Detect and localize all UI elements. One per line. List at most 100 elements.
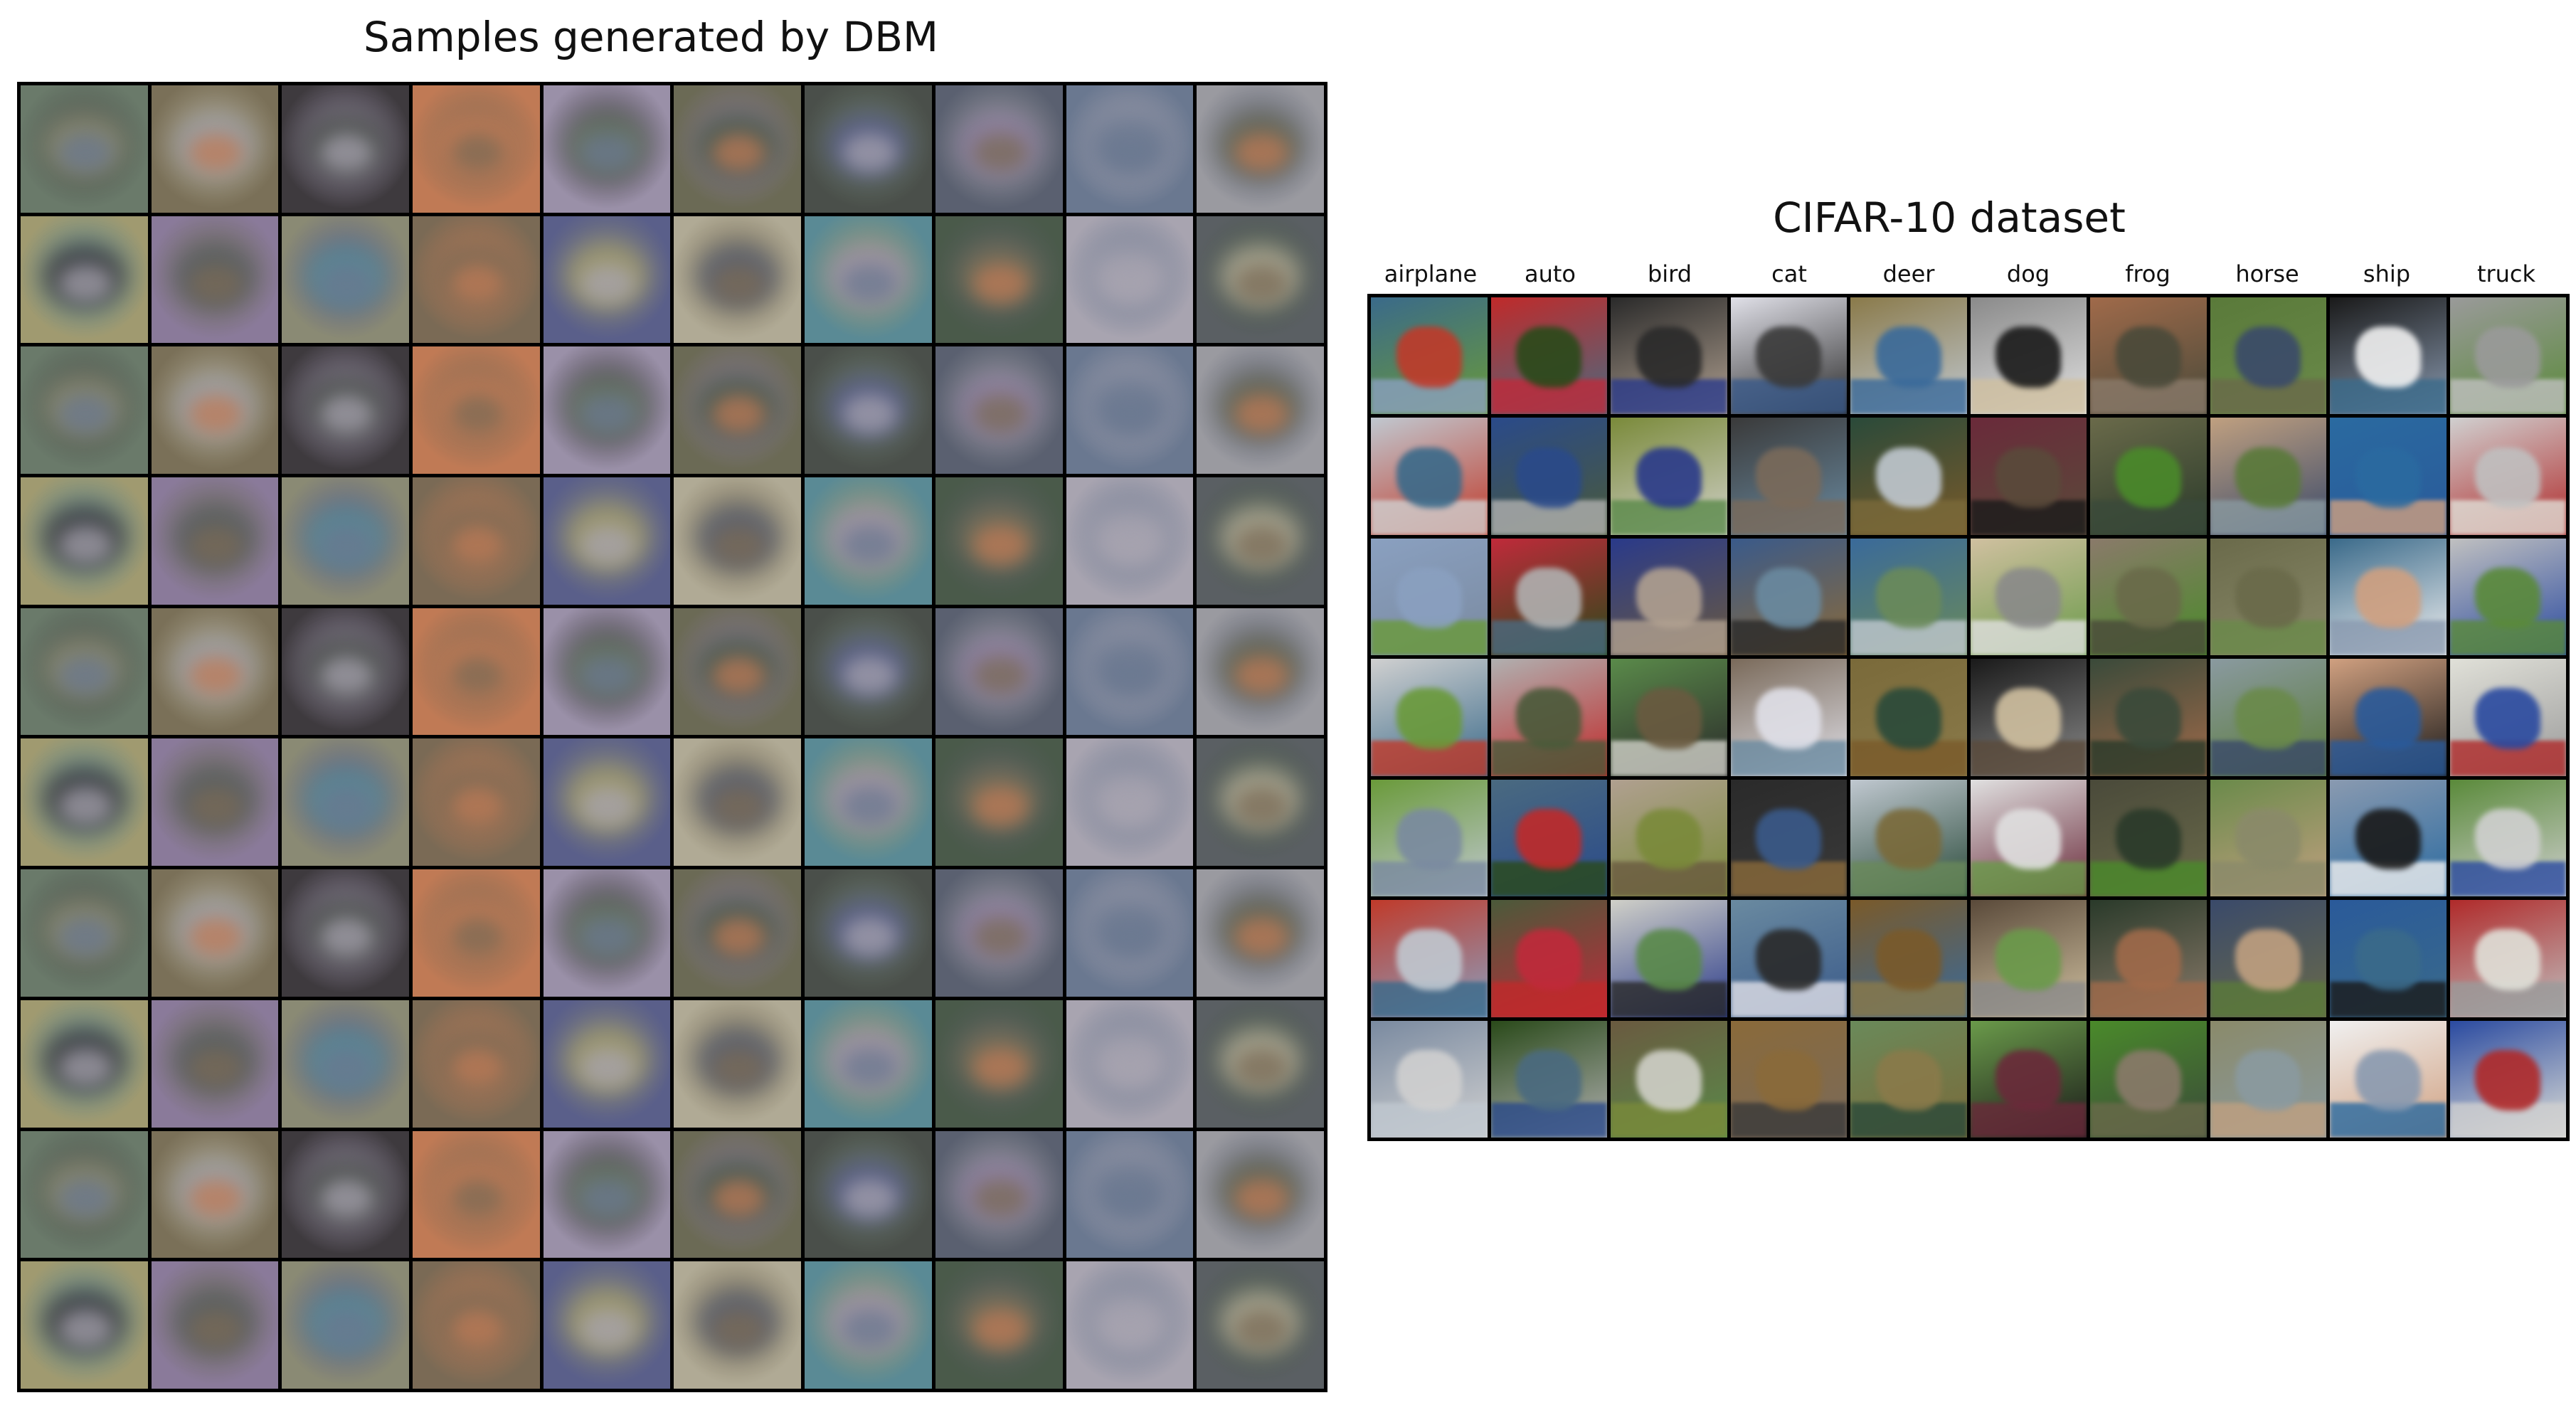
horse-image	[2210, 418, 2326, 535]
class-label-cat: cat	[1771, 260, 1807, 287]
dbm-sample-image	[935, 85, 1063, 213]
airplane-image	[1371, 418, 1488, 535]
bird-image	[1611, 297, 1727, 415]
dbm-sample-image	[21, 608, 148, 736]
bird-image	[1611, 659, 1727, 776]
dbm-sample-image	[1197, 869, 1324, 997]
dog-image	[1970, 779, 2087, 897]
dbm-sample-image	[21, 869, 148, 997]
class-label-row: airplane auto bird cat deer dog frog horse ship t…	[1367, 260, 2570, 287]
class-label-auto: auto	[1524, 260, 1576, 287]
dbm-sample-image	[151, 477, 279, 605]
dbm-sample-image	[805, 1130, 932, 1258]
dbm-sample-image	[935, 216, 1063, 344]
dbm-sample-image	[543, 85, 671, 213]
dbm-sample-image	[674, 477, 802, 605]
auto-image	[1490, 538, 1607, 656]
deer-image	[1850, 659, 1967, 776]
dbm-sample-image	[151, 1261, 279, 1389]
dbm-sample-image	[1066, 477, 1194, 605]
dbm-sample-image	[805, 1000, 932, 1128]
auto-image	[1490, 297, 1607, 415]
dbm-sample-image	[674, 1130, 802, 1258]
bird-image	[1611, 900, 1727, 1017]
frog-image	[2090, 418, 2207, 535]
auto-image	[1490, 418, 1607, 535]
dbm-samples-grid	[17, 82, 1327, 1392]
dbm-sample-image	[151, 1000, 279, 1128]
dbm-sample-image	[1197, 216, 1324, 344]
dbm-sample-image	[1066, 738, 1194, 867]
dbm-sample-image	[413, 1000, 540, 1128]
ship-image	[2330, 779, 2447, 897]
dbm-sample-image	[282, 1130, 410, 1258]
dbm-sample-image	[674, 869, 802, 997]
cat-image	[1730, 538, 1847, 656]
dbm-sample-image	[674, 1000, 802, 1128]
cat-image	[1730, 779, 1847, 897]
dbm-sample-image	[805, 216, 932, 344]
dog-image	[1970, 538, 2087, 656]
dbm-sample-image	[674, 738, 802, 867]
truck-image	[2449, 900, 2566, 1017]
dbm-sample-image	[282, 608, 410, 736]
dbm-sample-image	[413, 869, 540, 997]
dbm-sample-image	[21, 1261, 148, 1389]
dbm-sample-image	[413, 477, 540, 605]
dbm-sample-image	[1197, 85, 1324, 213]
dbm-sample-image	[282, 1000, 410, 1128]
truck-image	[2449, 779, 2566, 897]
dbm-sample-image	[805, 346, 932, 475]
horse-image	[2210, 900, 2326, 1017]
dbm-sample-image	[151, 216, 279, 344]
cat-image	[1730, 659, 1847, 776]
bird-image	[1611, 538, 1727, 656]
frog-image	[2090, 659, 2207, 776]
dbm-sample-image	[282, 738, 410, 867]
dbm-sample-image	[674, 608, 802, 736]
class-label-bird: bird	[1647, 260, 1692, 287]
deer-image	[1850, 900, 1967, 1017]
dbm-sample-image	[935, 1261, 1063, 1389]
auto-image	[1490, 659, 1607, 776]
dbm-sample-image	[21, 1130, 148, 1258]
dbm-sample-image	[935, 1130, 1063, 1258]
dbm-sample-image	[413, 85, 540, 213]
dbm-sample-image	[151, 608, 279, 736]
dbm-sample-image	[935, 1000, 1063, 1128]
ship-image	[2330, 1020, 2447, 1138]
dbm-sample-image	[674, 85, 802, 213]
cifar-image-grid	[1367, 294, 2570, 1141]
auto-image	[1490, 900, 1607, 1017]
deer-image	[1850, 297, 1967, 415]
dbm-sample-image	[282, 1261, 410, 1389]
airplane-image	[1371, 1020, 1488, 1138]
dbm-sample-image	[21, 738, 148, 867]
dbm-sample-image	[1197, 1261, 1324, 1389]
dbm-sample-image	[543, 608, 671, 736]
class-label-airplane: airplane	[1384, 260, 1478, 287]
dog-image	[1970, 1020, 2087, 1138]
dbm-sample-image	[543, 1261, 671, 1389]
dbm-sample-image	[21, 85, 148, 213]
horse-image	[2210, 659, 2326, 776]
dbm-sample-image	[543, 1000, 671, 1128]
dbm-sample-image	[282, 477, 410, 605]
dbm-sample-image	[1197, 1130, 1324, 1258]
bird-image	[1611, 418, 1727, 535]
frog-image	[2090, 538, 2207, 656]
dbm-sample-image	[413, 1261, 540, 1389]
deer-image	[1850, 1020, 1967, 1138]
dbm-sample-image	[21, 1000, 148, 1128]
dbm-sample-image	[543, 216, 671, 344]
airplane-image	[1371, 900, 1488, 1017]
dbm-sample-image	[805, 869, 932, 997]
dbm-sample-image	[543, 1130, 671, 1258]
dbm-sample-image	[935, 608, 1063, 736]
dog-image	[1970, 418, 2087, 535]
dbm-sample-image	[151, 1130, 279, 1258]
dbm-sample-image	[282, 346, 410, 475]
class-label-truck: truck	[2476, 260, 2536, 287]
ship-image	[2330, 297, 2447, 415]
dbm-sample-image	[413, 608, 540, 736]
